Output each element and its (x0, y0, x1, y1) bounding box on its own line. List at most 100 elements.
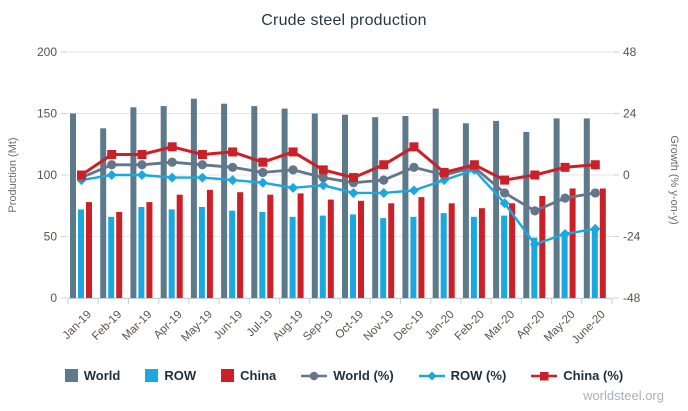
bar (138, 207, 145, 298)
data-point (530, 206, 540, 216)
right-axis-tick-label: 48 (623, 45, 637, 59)
legend-line-marker-icon (531, 371, 558, 380)
data-point (560, 228, 571, 239)
data-point (590, 223, 601, 234)
bar (462, 123, 469, 298)
data-point (197, 172, 208, 183)
bar (327, 199, 334, 298)
data-point (590, 160, 600, 170)
bar (372, 117, 379, 298)
data-point (197, 150, 207, 159)
bar (86, 202, 92, 298)
left-axis-tick-label: 100 (37, 168, 57, 182)
legend-item-world[interactable]: World (64, 368, 120, 383)
bar (470, 216, 477, 298)
right-axis-tick-label: -48 (623, 291, 641, 305)
legend-swatch-icon (145, 369, 159, 382)
bar (539, 195, 546, 298)
legend-label: World (%) (333, 368, 394, 383)
line-series-world- (76, 157, 600, 216)
bar (501, 215, 508, 298)
data-point (227, 175, 238, 186)
data-point (590, 188, 600, 198)
data-point (349, 173, 358, 183)
bar (237, 192, 244, 298)
bar (168, 209, 175, 298)
bar (311, 113, 318, 298)
bar-series-china (86, 188, 606, 298)
bar (380, 218, 387, 298)
right-axis-title: Growth (% y-on-y) (668, 135, 680, 224)
data-point (258, 167, 268, 178)
bar (432, 108, 439, 298)
data-point (318, 180, 329, 191)
data-point (77, 170, 86, 180)
bar (402, 116, 409, 298)
legend-swatch-icon (64, 369, 78, 382)
legend-label: China (%) (563, 368, 624, 383)
legend-item-china[interactable]: China (221, 368, 276, 383)
x-axis-label: Feb-19 (90, 309, 124, 343)
bar (599, 188, 606, 298)
bar (70, 113, 76, 298)
bar (358, 200, 364, 298)
x-axis-label: Jan-19 (61, 309, 94, 342)
right-axis-tick-label: 0 (623, 168, 630, 182)
bar (198, 207, 205, 298)
data-point (499, 198, 510, 209)
data-point (530, 170, 540, 180)
line-series-china- (77, 142, 600, 185)
data-point (197, 160, 207, 170)
bar (281, 108, 288, 298)
data-point (288, 165, 298, 175)
chart-plot-area: 200 48 150 24 100 0 50 -24 0 -48 Jan-19Feb-19Mar-1… (7, 45, 680, 347)
bar (78, 209, 84, 298)
legend-item-row[interactable]: ROW (145, 368, 196, 383)
bar (561, 232, 568, 298)
legend-item-row-[interactable]: ROW (%) (418, 368, 506, 383)
x-axis-label: Jan-20 (423, 309, 456, 342)
data-point (469, 160, 479, 170)
data-point (106, 170, 117, 180)
legend-line-marker-icon (418, 371, 445, 380)
data-point (379, 175, 389, 185)
data-point (258, 157, 268, 167)
bar (478, 208, 485, 298)
bar (523, 131, 530, 298)
legend-label: ROW (164, 368, 197, 383)
data-point (228, 162, 238, 172)
bar (251, 106, 258, 298)
legend-item-china-[interactable]: China (%) (531, 368, 623, 383)
legend-item-world-[interactable]: World (%) (301, 368, 394, 383)
data-point (136, 170, 147, 180)
data-point (107, 160, 117, 170)
data-point (318, 165, 328, 175)
data-point (409, 162, 419, 172)
x-axis-label: Mar-20 (483, 309, 517, 343)
data-point (257, 177, 268, 188)
data-point (137, 150, 147, 159)
data-point (348, 187, 359, 198)
right-axis-tick-label: -24 (623, 230, 641, 244)
data-point (228, 147, 238, 157)
data-point (288, 182, 299, 193)
bar (229, 210, 236, 298)
x-axis-label: Dec-19 (392, 309, 427, 344)
x-axis-label: Jun-19 (212, 309, 245, 342)
legend-line-marker-icon (301, 371, 328, 380)
legend-label: China (240, 368, 277, 383)
bar (176, 194, 183, 298)
bar (146, 202, 153, 298)
bar-series-world (70, 98, 590, 299)
bar (319, 215, 326, 298)
data-point (439, 167, 449, 177)
left-axis-tick-label: 0 (50, 291, 57, 305)
bar (350, 214, 356, 298)
chart-title: Crude steel production (261, 12, 427, 29)
x-axis-label: Oct-19 (333, 309, 366, 342)
data-point (288, 147, 298, 157)
x-axis-label: June-20 (570, 309, 608, 347)
x-axis-label: Mar-19 (120, 309, 154, 343)
data-point (378, 187, 389, 198)
data-point (379, 160, 389, 170)
